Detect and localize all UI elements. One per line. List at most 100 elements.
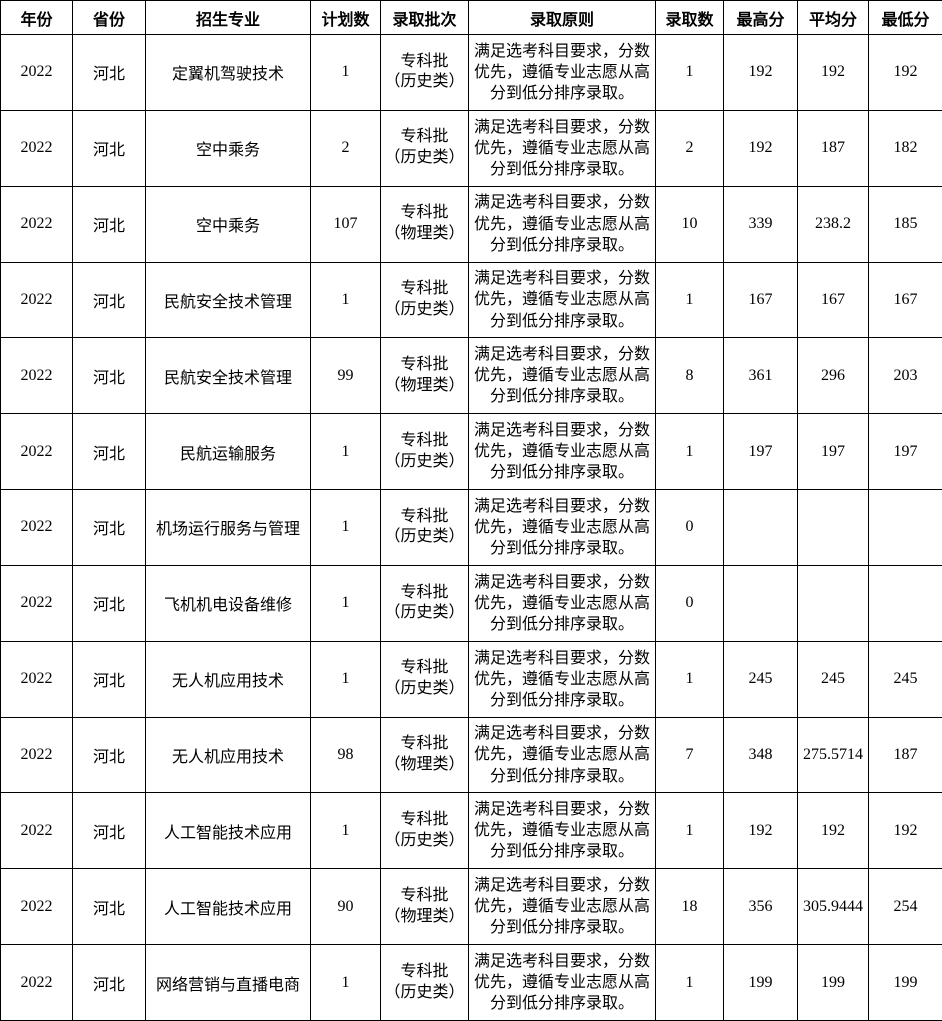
cell-major: 空中乘务 <box>145 109 311 187</box>
cell-admitted-count: 7 <box>655 716 724 794</box>
cell-major: 人工智能技术应用 <box>145 868 311 946</box>
cell-admitted-count: 1 <box>655 34 724 111</box>
cell-max-score: 192 <box>723 792 798 870</box>
cell-batch: 专科批 （历史类） <box>380 109 469 187</box>
cell-plan-count: 1 <box>310 34 381 111</box>
cell-min-score: 192 <box>868 34 942 111</box>
cell-province: 河北 <box>72 640 146 718</box>
cell-min-score: 182 <box>868 109 942 187</box>
cell-avg-score: 238.2 <box>797 185 869 263</box>
cell-min-score <box>868 489 942 566</box>
table-row: 2022 河北 定翼机驾驶技术 1 专科批 （历史类） 满足选考科目要求，分数优先… <box>0 34 942 111</box>
cell-province: 河北 <box>72 185 146 263</box>
batch-type: （物理类） <box>384 756 465 774</box>
cell-year: 2022 <box>0 640 73 718</box>
col-header-major: 招生专业 <box>145 0 311 35</box>
cell-max-score: 192 <box>723 109 798 187</box>
header-row: 年份 省份 招生专业 计划数 录取批次 录取原则 录取数 最高分 平均分 最低分 <box>0 0 942 35</box>
col-header-admitted-count: 录取数 <box>655 0 724 35</box>
cell-batch: 专科批 （历史类） <box>380 261 469 339</box>
table-row: 2022 河北 飞机机电设备维修 1 专科批 （历史类） 满足选考科目要求，分数优… <box>0 564 942 642</box>
cell-year: 2022 <box>0 337 73 415</box>
cell-batch: 专科批 （历史类） <box>380 640 469 718</box>
cell-max-score: 348 <box>723 716 798 794</box>
cell-min-score: 197 <box>868 413 942 491</box>
cell-avg-score: 305.9444 <box>797 868 869 946</box>
batch-type: （历史类） <box>384 831 465 849</box>
cell-avg-score: 192 <box>797 34 869 111</box>
batch-name: 专科批 <box>400 431 449 449</box>
batch-type: （物理类） <box>384 376 465 394</box>
cell-admitted-count: 10 <box>655 185 724 263</box>
cell-avg-score: 197 <box>797 413 869 491</box>
table-row: 2022 河北 机场运行服务与管理 1 专科批 （历史类） 满足选考科目要求，分数… <box>0 489 942 566</box>
batch-name: 专科批 <box>400 52 449 70</box>
cell-plan-count: 1 <box>310 564 381 642</box>
batch-name: 专科批 <box>400 583 449 601</box>
table-row: 2022 河北 民航运输服务 1 专科批 （历史类） 满足选考科目要求，分数优先，… <box>0 413 942 491</box>
cell-major: 民航安全技术管理 <box>145 337 311 415</box>
batch-type: （历史类） <box>384 300 465 318</box>
cell-year: 2022 <box>0 185 73 263</box>
cell-avg-score: 275.5714 <box>797 716 869 794</box>
table-row: 2022 河北 民航安全技术管理 99 专科批 （物理类） 满足选考科目要求，分数… <box>0 337 942 415</box>
cell-min-score: 185 <box>868 185 942 263</box>
cell-min-score: 245 <box>868 640 942 718</box>
batch-type: （历史类） <box>384 149 465 167</box>
cell-major: 民航运输服务 <box>145 413 311 491</box>
cell-major: 民航安全技术管理 <box>145 261 311 339</box>
cell-min-score <box>868 564 942 642</box>
cell-max-score: 339 <box>723 185 798 263</box>
cell-admitted-count: 1 <box>655 640 724 718</box>
cell-year: 2022 <box>0 109 73 187</box>
cell-principle: 满足选考科目要求，分数优先，遵循专业志愿从高分到低分排序录取。 <box>468 337 656 415</box>
cell-principle: 满足选考科目要求，分数优先，遵循专业志愿从高分到低分排序录取。 <box>468 413 656 491</box>
table-row: 2022 河北 民航安全技术管理 1 专科批 （历史类） 满足选考科目要求，分数优… <box>0 261 942 339</box>
batch-name: 专科批 <box>400 280 449 298</box>
cell-major: 网络营销与直播电商 <box>145 944 311 1021</box>
cell-plan-count: 98 <box>310 716 381 794</box>
cell-principle: 满足选考科目要求，分数优先，遵循专业志愿从高分到低分排序录取。 <box>468 716 656 794</box>
cell-principle: 满足选考科目要求，分数优先，遵循专业志愿从高分到低分排序录取。 <box>468 261 656 339</box>
cell-plan-count: 99 <box>310 337 381 415</box>
cell-province: 河北 <box>72 792 146 870</box>
cell-plan-count: 2 <box>310 109 381 187</box>
cell-avg-score: 192 <box>797 792 869 870</box>
cell-principle: 满足选考科目要求，分数优先，遵循专业志愿从高分到低分排序录取。 <box>468 109 656 187</box>
cell-max-score: 361 <box>723 337 798 415</box>
cell-admitted-count: 0 <box>655 489 724 566</box>
cell-admitted-count: 1 <box>655 261 724 339</box>
cell-plan-count: 1 <box>310 944 381 1021</box>
cell-avg-score: 199 <box>797 944 869 1021</box>
batch-name: 专科批 <box>400 356 449 373</box>
cell-principle: 满足选考科目要求，分数优先，遵循专业志愿从高分到低分排序录取。 <box>468 640 656 718</box>
cell-min-score: 199 <box>868 944 942 1021</box>
cell-year: 2022 <box>0 489 73 566</box>
table-row: 2022 河北 无人机应用技术 98 专科批 （物理类） 满足选考科目要求，分数优… <box>0 716 942 794</box>
cell-plan-count: 1 <box>310 640 381 718</box>
cell-major: 人工智能技术应用 <box>145 792 311 870</box>
col-header-batch: 录取批次 <box>380 0 469 35</box>
cell-province: 河北 <box>72 716 146 794</box>
cell-max-score: 199 <box>723 944 798 1021</box>
cell-max-score <box>723 489 798 566</box>
cell-principle: 满足选考科目要求，分数优先，遵循专业志愿从高分到低分排序录取。 <box>468 564 656 642</box>
cell-min-score: 254 <box>868 868 942 946</box>
cell-province: 河北 <box>72 337 146 415</box>
table-row: 2022 河北 人工智能技术应用 1 专科批 （历史类） 满足选考科目要求，分数优… <box>0 792 942 870</box>
batch-name: 专科批 <box>400 659 449 677</box>
cell-principle: 满足选考科目要求，分数优先，遵循专业志愿从高分到低分排序录取。 <box>468 868 656 946</box>
cell-max-score: 197 <box>723 413 798 491</box>
cell-avg-score: 167 <box>797 261 869 339</box>
cell-province: 河北 <box>72 34 146 111</box>
cell-year: 2022 <box>0 34 73 111</box>
batch-name: 专科批 <box>400 128 449 146</box>
cell-principle: 满足选考科目要求，分数优先，遵循专业志愿从高分到低分排序录取。 <box>468 489 656 566</box>
table-row: 2022 河北 人工智能技术应用 90 专科批 （物理类） 满足选考科目要求，分数… <box>0 868 942 946</box>
batch-type: （历史类） <box>384 452 465 470</box>
cell-batch: 专科批 （物理类） <box>380 185 469 263</box>
cell-admitted-count: 2 <box>655 109 724 187</box>
cell-plan-count: 1 <box>310 413 381 491</box>
cell-batch: 专科批 （物理类） <box>380 868 469 946</box>
